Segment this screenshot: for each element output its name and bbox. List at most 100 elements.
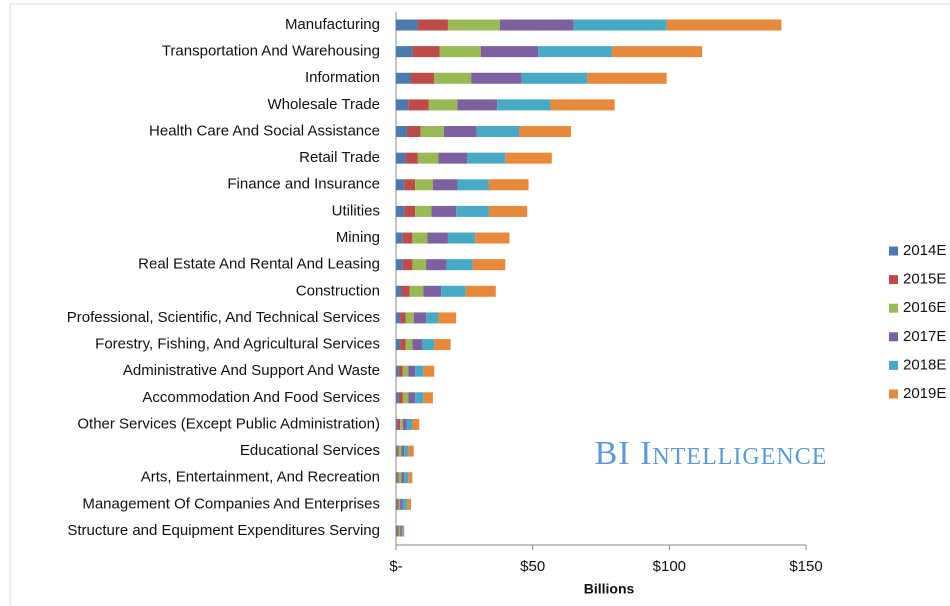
y-tick-label: Construction xyxy=(296,282,380,299)
bar-segment xyxy=(396,312,401,324)
bar-segment xyxy=(441,285,466,297)
bar-segment xyxy=(405,152,418,164)
x-tick-label: $100 xyxy=(653,558,686,575)
bar-segment xyxy=(439,46,481,58)
bar-segment xyxy=(397,445,399,457)
bar-segment xyxy=(396,392,399,404)
bar-segment xyxy=(397,525,399,537)
bar-segment xyxy=(465,285,496,297)
bar-segment xyxy=(401,525,403,537)
bar-segment xyxy=(417,152,439,164)
y-tick-label: Finance and Insurance xyxy=(227,176,380,193)
bar-segment xyxy=(538,46,612,58)
bar-segment xyxy=(396,72,412,84)
bar-segment xyxy=(402,259,413,271)
bar-segment xyxy=(405,312,414,324)
bar-segment xyxy=(402,418,407,430)
bar-segment xyxy=(457,179,489,191)
bar-segment xyxy=(420,126,444,138)
legend-label: 2015E xyxy=(903,271,946,288)
bar-segment xyxy=(447,232,476,244)
y-tick-label: Transportation And Warehousing xyxy=(162,43,380,60)
bar-segment xyxy=(421,339,435,351)
bar-segment xyxy=(396,46,413,58)
bar-segment xyxy=(396,179,405,191)
bar-segment xyxy=(519,126,571,138)
y-tick-label: Information xyxy=(305,69,380,86)
legend-label: 2019E xyxy=(903,385,946,402)
legend-label: 2016E xyxy=(903,299,946,316)
y-tick-label: Real Estate And Rental And Leasing xyxy=(138,256,380,273)
x-tick-label: $- xyxy=(389,558,402,575)
y-tick-label: Utilities xyxy=(332,202,380,219)
bar-segment xyxy=(411,72,435,84)
bar-segment xyxy=(405,339,413,351)
y-tick-label: Forestry, Fishing, And Agricultural Serv… xyxy=(95,336,380,353)
bar-segment xyxy=(415,179,433,191)
bar-segment xyxy=(401,445,405,457)
bar-segment xyxy=(426,259,447,271)
bar-segment xyxy=(611,46,703,58)
bar-segment xyxy=(423,285,442,297)
legend-swatch xyxy=(889,360,898,370)
bar-segment xyxy=(406,498,412,510)
y-tick-label: Mining xyxy=(336,229,380,246)
y-tick-label: Retail Trade xyxy=(299,149,380,166)
bar-segment xyxy=(415,392,424,404)
bar-segment xyxy=(415,205,432,217)
legend-swatch xyxy=(889,246,898,256)
bar-segment xyxy=(396,525,398,537)
bar-segment xyxy=(456,205,489,217)
bar-segment xyxy=(396,365,399,377)
bar-segment xyxy=(408,365,416,377)
legend-label: 2014E xyxy=(903,242,946,259)
bar-segment xyxy=(404,205,416,217)
bar-segment xyxy=(446,259,473,271)
bar-segment xyxy=(396,418,398,430)
bar-segment xyxy=(396,152,406,164)
bar-segment xyxy=(398,365,403,377)
y-tick-label: Manufacturing xyxy=(285,16,380,33)
bar-segment xyxy=(402,392,409,404)
bar-segment xyxy=(396,498,398,510)
bar-segment xyxy=(396,339,401,351)
bar-segment xyxy=(412,339,422,351)
bar-segment xyxy=(412,418,420,430)
y-tick-label: Wholesale Trade xyxy=(267,96,380,113)
bar-segment xyxy=(396,126,407,138)
bar-segment xyxy=(417,19,448,31)
bar-segment xyxy=(400,418,403,430)
bar-segment xyxy=(447,19,500,31)
bar-segment xyxy=(408,99,429,111)
legend-swatch xyxy=(889,275,898,285)
bar-segment xyxy=(397,472,399,484)
bar-segment xyxy=(475,232,510,244)
x-tick-label: $50 xyxy=(520,558,545,575)
bar-segment xyxy=(467,152,506,164)
y-tick-label: Structure and Equipment Expenditures Ser… xyxy=(67,522,380,539)
watermark: BI Intelligence xyxy=(595,435,828,472)
bar-segment xyxy=(401,285,410,297)
bar-segment xyxy=(396,205,405,217)
y-tick-label: Health Care And Social Assistance xyxy=(149,122,380,139)
bar-segment xyxy=(412,232,428,244)
x-tick-label: $150 xyxy=(789,558,822,575)
bar-segment xyxy=(426,312,439,324)
bar-segment xyxy=(406,418,413,430)
frame xyxy=(9,3,950,606)
legend-swatch xyxy=(889,332,898,342)
bar-segment xyxy=(521,72,588,84)
bar-segment xyxy=(488,179,529,191)
bar-segment xyxy=(488,205,528,217)
bar-segment xyxy=(400,498,403,510)
bar-segment xyxy=(398,445,402,457)
y-tick-label: Arts, Entertainment, And Recreation xyxy=(141,469,380,486)
bar-segment xyxy=(396,99,409,111)
bar-segment xyxy=(404,445,409,457)
y-tick-label: Administrative And Support And Waste xyxy=(123,362,380,379)
bar-segment xyxy=(408,392,416,404)
bar-segment xyxy=(408,472,413,484)
bar-segment xyxy=(402,365,409,377)
bar-segment xyxy=(400,312,406,324)
